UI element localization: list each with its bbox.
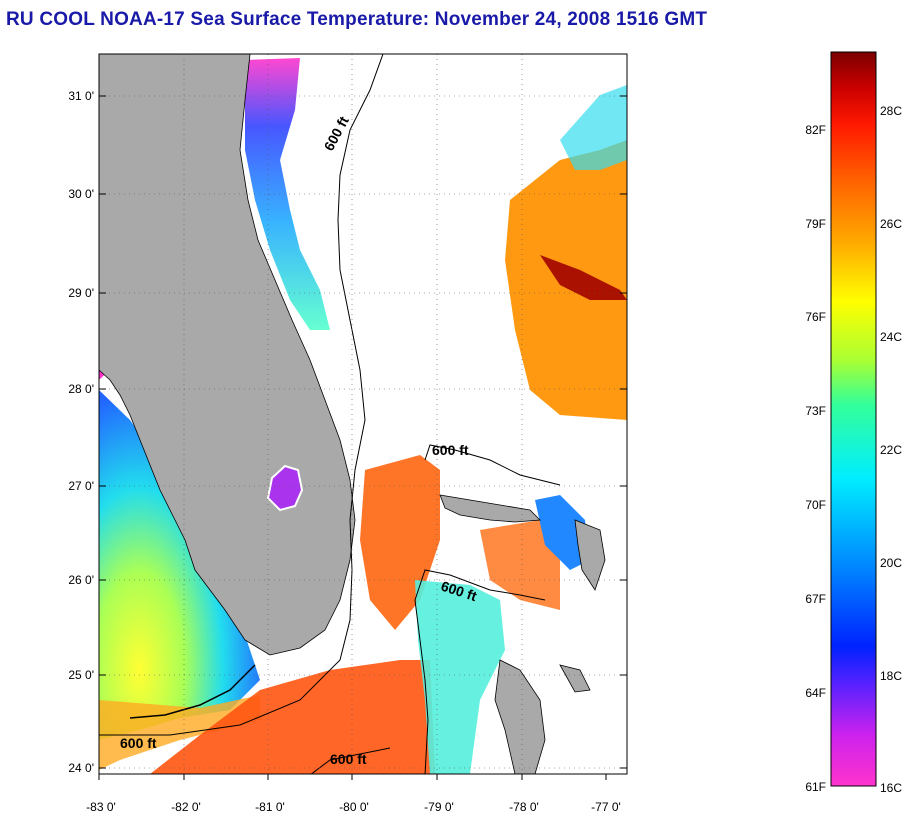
andros-island xyxy=(494,659,546,774)
colorbar-c-label: 22C xyxy=(880,443,902,457)
eleuthera-island xyxy=(559,664,591,693)
contour-label: 600 ft xyxy=(120,735,157,751)
map-ticks xyxy=(98,95,627,780)
colorbar-f-label: 67F xyxy=(805,592,826,606)
colorbar-f-label: 79F xyxy=(805,217,826,231)
colorbar-f-label: 82F xyxy=(805,123,826,137)
lat-label: 27 0' xyxy=(68,479,94,493)
lon-axis: -83 0' -82 0' -81 0' -80 0' -79 0' -78 0… xyxy=(86,800,621,814)
colorbar-c-label: 16C xyxy=(880,781,902,795)
lat-label: 24 0' xyxy=(68,761,94,775)
colorbar-gradient xyxy=(830,51,877,787)
colorbar-c-label: 20C xyxy=(880,556,902,570)
east-coast-sst-strip xyxy=(245,58,330,330)
page-title: RU COOL NOAA-17 Sea Surface Temperature:… xyxy=(6,9,708,30)
lat-label: 29 0' xyxy=(68,286,94,300)
lon-label: -79 0' xyxy=(424,800,454,814)
colorbar-c-label: 28C xyxy=(880,104,902,118)
lon-label: -83 0' xyxy=(86,800,116,814)
bahamas-warm-field xyxy=(480,520,560,610)
gulf-orange-band xyxy=(99,695,260,770)
gulf-sst-field xyxy=(99,390,260,740)
lat-label: 25 0' xyxy=(68,668,94,682)
florida-keys xyxy=(129,664,256,719)
colorbar: 82F 79F 76F 73F 70F 67F 64F 61F 28C 26C … xyxy=(805,51,902,795)
lake-okeechobee xyxy=(266,464,304,512)
isobath-600ft xyxy=(99,54,561,774)
colorbar-c-label: 24C xyxy=(880,330,902,344)
lon-label: -82 0' xyxy=(171,800,201,814)
colorbar-f-label: 70F xyxy=(805,498,826,512)
lon-label: -78 0' xyxy=(509,800,539,814)
graticule xyxy=(99,54,627,774)
colorbar-f-label: 73F xyxy=(805,404,826,418)
lon-label: -80 0' xyxy=(339,800,369,814)
south-warm-field xyxy=(150,660,435,774)
contour-label: 600 ft xyxy=(330,751,367,767)
straits-cool-field xyxy=(415,580,505,774)
lon-label: -77 0' xyxy=(591,800,621,814)
colorbar-f-label: 64F xyxy=(805,686,826,700)
bahamas-blue-patch xyxy=(535,495,590,570)
colorbar-f-label: 61F xyxy=(805,780,826,794)
colorbar-c-label: 18C xyxy=(880,669,902,683)
contour-label: 600 ft xyxy=(432,442,469,458)
colorbar-f-label: 76F xyxy=(805,310,826,324)
lat-label: 30 0' xyxy=(68,187,94,201)
colorbar-fahrenheit: 82F 79F 76F 73F 70F 67F 64F 61F xyxy=(805,123,826,794)
colorbar-celsius: 28C 26C 24C 22C 20C 18C 16C xyxy=(880,104,902,795)
lat-label: 28 0' xyxy=(68,382,94,396)
lon-label: -81 0' xyxy=(255,800,285,814)
abaco-island xyxy=(574,519,606,591)
lat-label: 26 0' xyxy=(68,573,94,587)
colorbar-c-label: 26C xyxy=(880,217,902,231)
map-frame xyxy=(98,53,628,775)
atlantic-hot-spot xyxy=(540,255,627,300)
lat-label: 31 0' xyxy=(68,89,94,103)
sst-map: 600 ft 600 ft 600 ft 600 ft 600 ft xyxy=(99,54,627,774)
lat-axis: 31 0' 30 0' 29 0' 28 0' 27 0' 26 0' 25 0… xyxy=(68,89,94,775)
atlantic-cool-streaks xyxy=(560,85,627,170)
grand-bahama xyxy=(439,494,541,523)
